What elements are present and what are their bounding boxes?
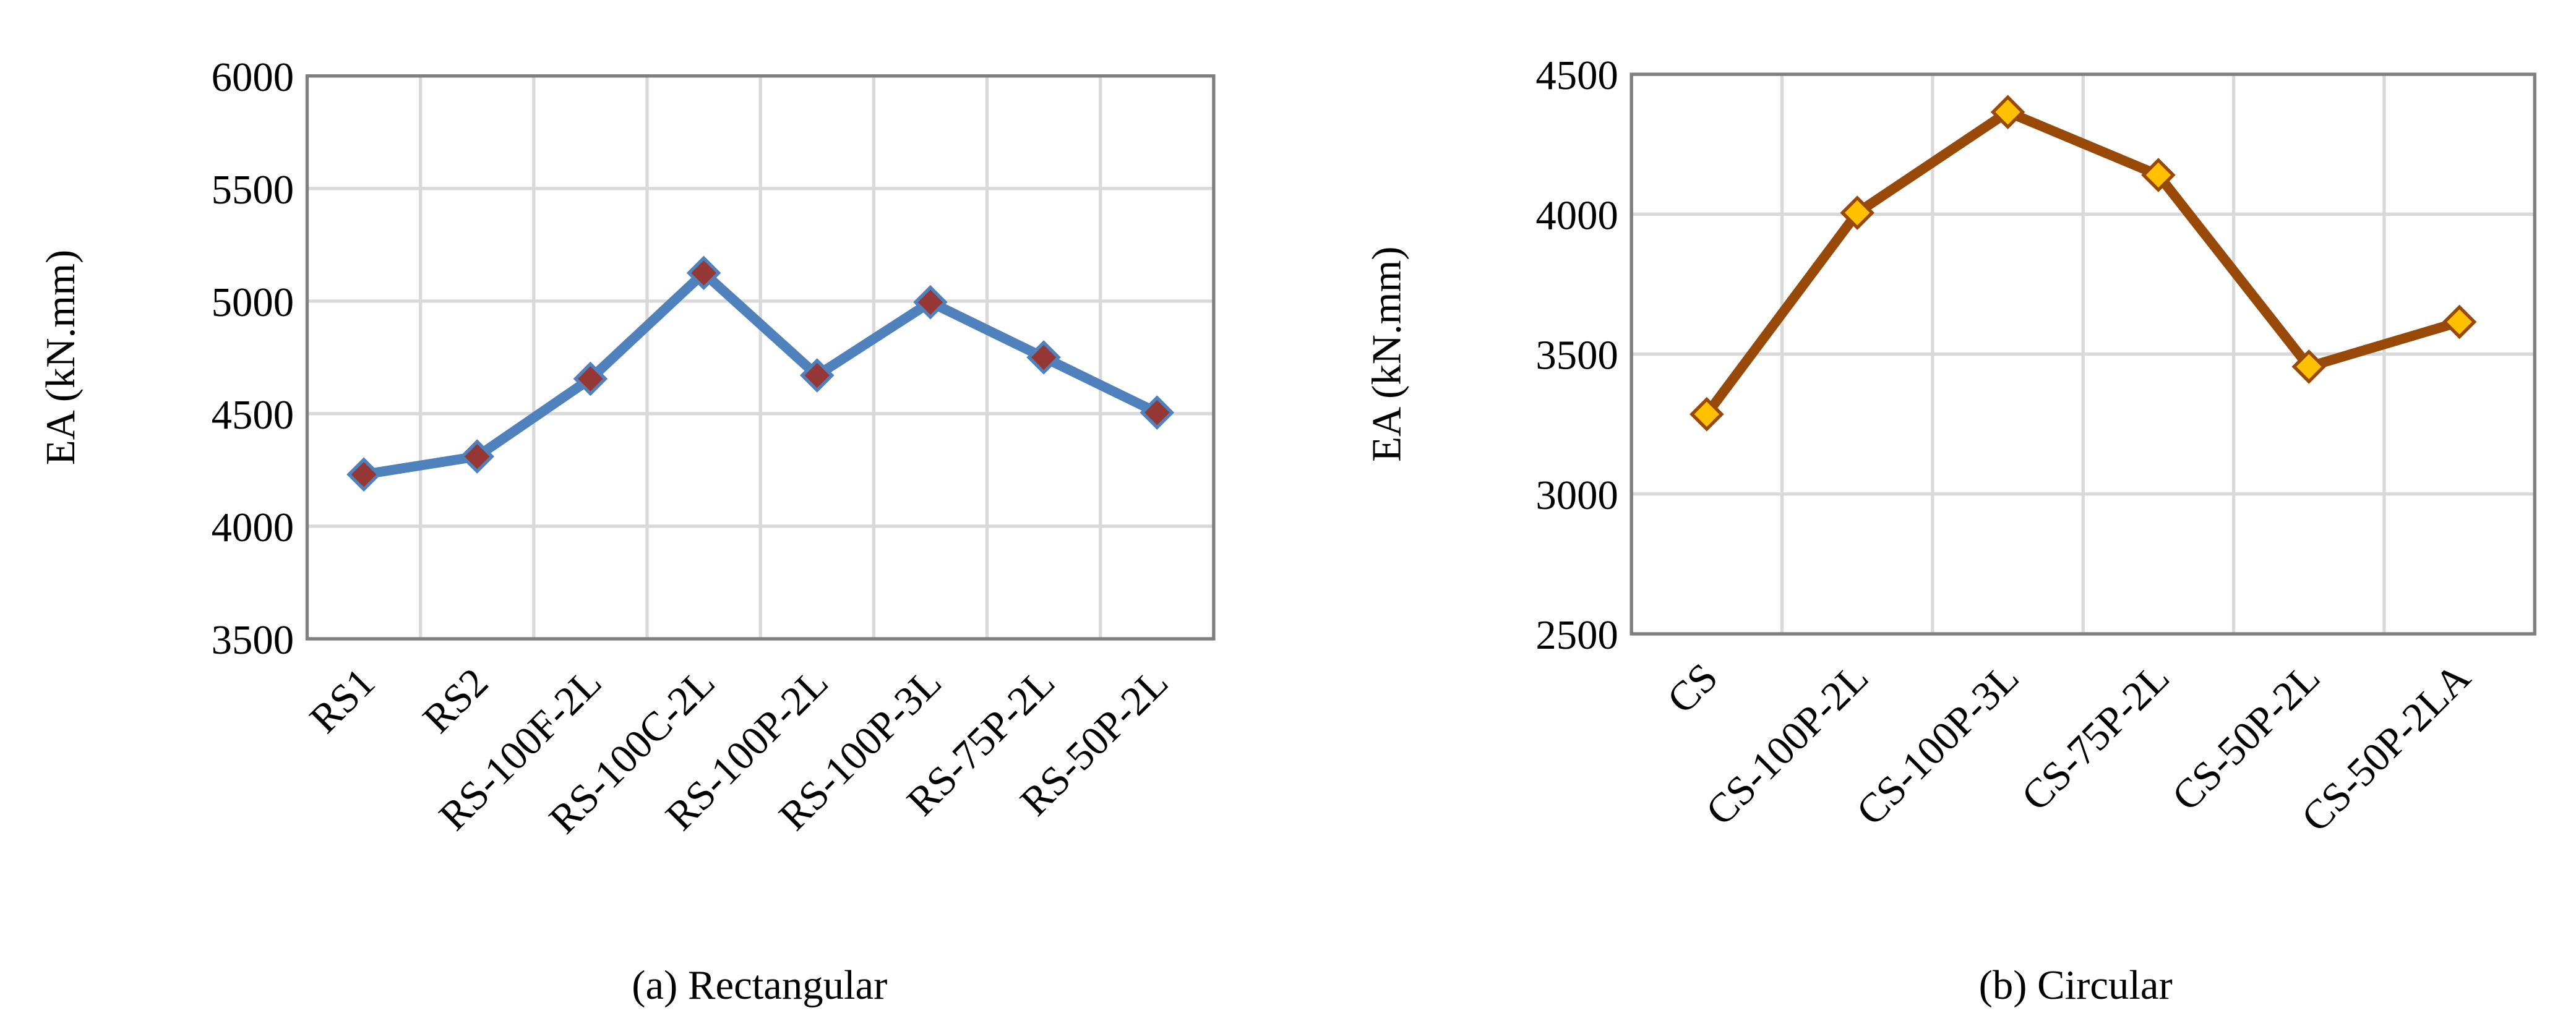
data-marker [2291,349,2327,384]
data-marker [573,361,608,396]
x-tick-label: RS1 [301,660,384,742]
plot-frame [305,74,1216,641]
y-axis-label: EA (kN.mm) [1365,246,1410,461]
plot-frame [1629,72,2536,636]
y-tick-label: 6000 [212,55,294,100]
data-marker [686,255,721,291]
data-marker [1026,340,1061,375]
x-tick-label: RS2 [414,660,497,742]
data-marker [1689,397,1724,432]
y-axis-label: EA (kN.mm) [38,250,84,465]
data-marker [1140,395,1175,430]
data-marker [460,439,495,474]
x-tick-label: CS-50P-2L [2164,655,2329,820]
chart: 2500 3000 3500 4000 4500 CSCS-100P-2LCS-100P-… [1365,53,2536,1008]
y-tick-label: 4500 [1535,53,1618,98]
data-marker [1990,95,2025,129]
data-marker [799,358,835,393]
data-marker [1840,195,1875,230]
data-marker [2442,304,2477,340]
x-tick-label: CS [1659,655,1727,722]
x-tick-label: CS-100P-2L [1698,655,1877,834]
y-tick-label: 3500 [212,618,294,663]
y-tick-label: 4000 [1535,193,1618,238]
y-tick-label: 4500 [212,393,294,438]
data-marker [913,284,948,320]
y-tick-label: 3000 [1535,473,1618,518]
caption: (b) Circular [1979,963,2173,1008]
data-marker [346,457,381,492]
y-tick-label: 3500 [1535,333,1618,378]
y-tick-label: 5000 [212,280,294,325]
data-line [1702,107,2461,417]
y-tick-label: 4000 [212,505,294,550]
data-line [363,268,1159,480]
x-tick-label: CS-100P-3L [1848,655,2027,834]
y-tick-label: 5500 [212,168,294,213]
data-marker [2141,158,2176,192]
caption: (a) Rectangular [632,963,887,1008]
y-tick-label: 2500 [1535,613,1618,658]
x-tick-label: CS-75P-2L [2013,655,2178,820]
